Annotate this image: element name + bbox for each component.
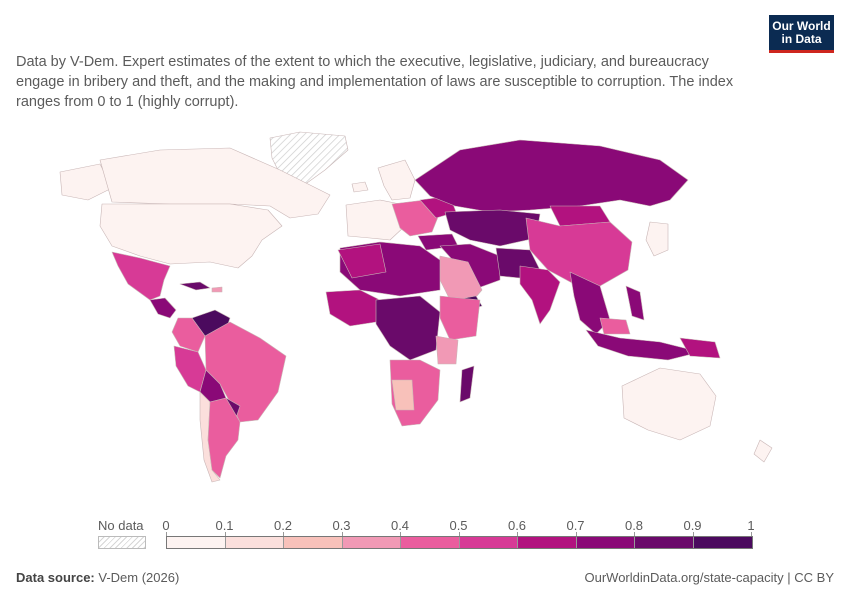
legend-tick-label: 0.9	[683, 518, 702, 533]
world-map	[59, 131, 773, 483]
region-philippines[interactable]	[625, 285, 645, 321]
region-peru[interactable]	[173, 345, 207, 393]
legend-tick-mark	[166, 532, 167, 536]
legend-tick-label: 0.7	[566, 518, 585, 533]
region-china[interactable]	[525, 217, 633, 287]
legend-bin-7[interactable]	[576, 537, 635, 548]
region-western-europe[interactable]	[345, 199, 406, 241]
legend-tick-label: 0.4	[390, 518, 410, 533]
footer-url[interactable]: OurWorldinData.org/state-capacity | CC B…	[584, 570, 834, 585]
legend-tick-mark	[341, 532, 343, 536]
region-russia[interactable]	[414, 139, 689, 213]
legend-bin-4[interactable]	[401, 537, 460, 548]
region-usa[interactable]	[99, 203, 283, 269]
region-australia[interactable]	[621, 367, 717, 441]
color-legend: No data 0 0.1 0.2 0.3 0.4 0.5 0.6 0.7 0.8 0.9 1	[0, 510, 850, 560]
region-iceland[interactable]	[351, 181, 369, 193]
legend-bins	[166, 536, 753, 549]
region-malaysia[interactable]	[599, 317, 631, 335]
region-east-africa[interactable]	[435, 335, 459, 365]
region-caribbean[interactable]	[211, 286, 223, 293]
data-source-value[interactable]: V-Dem (2026)	[98, 570, 180, 585]
legend-tick-label: 0	[162, 518, 170, 533]
region-new-zealand[interactable]	[753, 439, 773, 463]
region-madagascar[interactable]	[459, 365, 475, 403]
region-greenland[interactable]	[269, 131, 349, 189]
legend-tick-label: 0.6	[507, 518, 527, 533]
legend-no-data-label: No data	[98, 518, 144, 533]
legend-tick-label: 0.3	[332, 518, 351, 533]
legend-tick-label: 0.5	[449, 518, 468, 533]
legend-tick-mark	[575, 532, 577, 536]
legend-bin-3[interactable]	[342, 537, 401, 548]
legend-tick-label: 0.8	[624, 518, 644, 533]
region-scandinavia[interactable]	[377, 159, 416, 201]
region-argentina[interactable]	[207, 397, 241, 479]
legend-bin-8[interactable]	[635, 537, 694, 548]
region-canada[interactable]	[99, 147, 331, 219]
logo-line-1: Our World	[772, 19, 831, 33]
legend-tick-mark	[517, 532, 518, 536]
legend-bin-6[interactable]	[518, 537, 577, 548]
region-mexico[interactable]	[111, 251, 171, 301]
region-cuba[interactable]	[179, 281, 211, 291]
legend-tick-label: 1	[747, 518, 755, 533]
legend-tick-mark	[634, 532, 635, 536]
data-source: Data source: V-Dem (2026)	[16, 570, 179, 585]
legend-tick-mark	[283, 532, 284, 536]
legend-tick-mark	[400, 532, 401, 536]
owid-logo[interactable]: Our World in Data	[769, 15, 834, 53]
data-source-label: Data source:	[16, 570, 95, 585]
region-papua[interactable]	[679, 337, 721, 359]
legend-tick-label: 0.1	[215, 518, 234, 533]
legend-bin-0[interactable]	[167, 537, 226, 548]
region-central-asia[interactable]	[444, 209, 541, 247]
legend-tick-mark	[692, 532, 694, 536]
legend-bin-2[interactable]	[284, 537, 343, 548]
legend-tick-mark	[458, 532, 460, 536]
region-botswana-namibia[interactable]	[391, 379, 415, 411]
chart-subtitle: Data by V-Dem. Expert estimates of the e…	[16, 54, 734, 110]
region-horn-of-africa[interactable]	[439, 295, 481, 341]
legend-tick-mark	[224, 532, 226, 536]
logo-line-2: in Data	[781, 32, 822, 46]
region-korea-japan[interactable]	[645, 221, 669, 257]
legend-bin-1[interactable]	[225, 537, 284, 548]
legend-tick-label: 0.2	[273, 518, 293, 533]
legend-bin-5[interactable]	[459, 537, 518, 548]
region-india[interactable]	[519, 265, 561, 325]
region-central-africa[interactable]	[375, 295, 441, 361]
legend-no-data-swatch	[98, 536, 146, 549]
legend-bin-9[interactable]	[693, 537, 752, 548]
region-morocco-algeria[interactable]	[337, 243, 387, 279]
region-central-america[interactable]	[149, 297, 177, 319]
region-west-africa[interactable]	[325, 289, 381, 327]
region-indonesia[interactable]	[585, 329, 701, 361]
region-alaska[interactable]	[59, 163, 113, 201]
legend-tick-mark	[751, 532, 752, 536]
